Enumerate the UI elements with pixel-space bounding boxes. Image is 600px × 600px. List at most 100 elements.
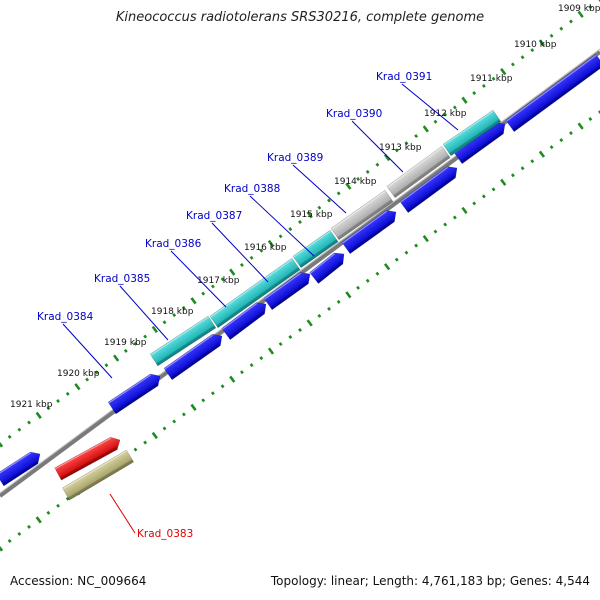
kbp-label: 1915 kbp [290,210,333,220]
scale-tick [56,399,61,404]
scale-tick [481,83,486,88]
scale-tick [404,250,409,255]
scale-tick [461,206,468,215]
scale-tick [46,510,51,515]
scale-tick [94,370,99,375]
scale-tick [317,313,322,318]
kbp-scale-labels: 1909 kbp 1910 kbp 1911 kbp 1912 kbp 1913 kbp… [10,4,600,410]
scale-tick [65,496,70,501]
cds-bar-0385-shadow [170,343,221,380]
callout-line [62,323,113,379]
gene-bar-0389-shadow [337,199,394,240]
gene-label: Krad_0384 [37,311,94,323]
gene-label: Krad_0386 [145,238,202,250]
gene-bar-0388-shine [293,230,331,258]
gene-bar-0390-shine [387,146,443,188]
gene-label: Krad_0388 [224,183,280,195]
scale-tick [317,205,322,210]
cds-bar-0390-shadow [406,175,456,213]
scale-tick [569,19,573,24]
scale-tick [520,55,525,60]
scale-tick [259,356,264,361]
scale-tick [104,363,109,368]
scale-tick [172,313,177,318]
scale-tick [46,406,51,411]
gene-bar-0391-shape [442,109,502,157]
scale-tick [306,211,313,219]
scale-tick [422,125,429,133]
kbp-label: 1919 kbp [104,338,147,348]
gene-bar-0391-shine [443,110,494,146]
scale-tick [345,182,352,190]
scale-tick [549,33,554,38]
kbp-label: 1920 kbp [57,369,100,379]
scale-tick [510,173,515,178]
cds-bar-0390 [399,166,458,214]
scale-tick [472,91,477,96]
scale-tick [375,271,380,276]
scale-tick [288,227,293,232]
cds-bar-left-shadow [2,461,38,486]
gene-bar-0387-shape [209,257,301,329]
cds-bar-0384-shape [107,373,161,415]
kbp-label: 1921 kbp [10,400,53,410]
cds-bar-0389-shine [342,210,388,244]
gene-bar-0389-shape [330,189,394,241]
scale-tick [530,159,535,164]
highlight-bar-0383-olive-shine [62,450,128,490]
scale-tick [356,177,361,182]
cds-bar-0385-shine [164,334,214,370]
cds-bar-top-right [505,53,600,133]
scale-tick [0,544,4,552]
cds-bar-0384-shadow [114,383,159,414]
scale-tick [7,434,12,439]
kbp-label: 1912 kbp [424,109,467,119]
scale-tick [443,222,448,227]
gene-bar-0385 [149,315,217,367]
gene-bar-0389-shine [331,190,386,230]
scale-tick [298,220,302,224]
scale-tick [220,277,225,282]
gene-bar-0390-shape [386,145,451,199]
scale-tick [530,48,535,53]
scale-tick [267,347,275,355]
highlight-bar-0383-olive [62,449,134,501]
kbp-label: 1910 kbp [514,40,557,50]
scale-tick [143,334,148,339]
scale-tick [210,391,215,396]
gene-bar-0385-shadow [156,325,216,366]
scale-tick [559,138,564,143]
scale-tick [588,5,593,10]
cds-bar-0391-shadow [460,131,504,164]
gene-bar-0391-shadow [449,119,501,156]
scale-tick [288,335,293,340]
map-title: Kineococcus radiotolerans SRS30216, comp… [115,10,485,25]
scale-tick [112,354,120,362]
cds-bar-left-shape [0,451,41,487]
scale-tick [500,178,507,186]
cds-bar-0385 [163,333,223,381]
scale-tick [201,398,206,403]
cds-bar-0386-shine [222,302,258,330]
cds-bar-0389-shape [341,210,397,255]
scale-tick [172,419,177,424]
scale-tick [365,169,370,174]
highlight-bar-0383-olive-shape [62,449,134,501]
callout-line [211,222,269,283]
scale-tick [35,411,42,419]
kbp-label: 1909 kbp [558,4,600,14]
scale-tick [27,420,31,425]
scale-tick [278,342,283,347]
scale-tick [452,215,457,220]
scale-tick [327,306,331,311]
scale-tick [414,243,419,248]
gene-bar-0388-shadow [299,239,339,268]
gene-label: Krad_0390 [326,108,382,120]
scale-tick [443,112,448,117]
callout-line [170,250,227,308]
scale-tick [65,391,70,396]
scale-tick [17,531,22,536]
cds-bar-0384 [107,373,161,415]
